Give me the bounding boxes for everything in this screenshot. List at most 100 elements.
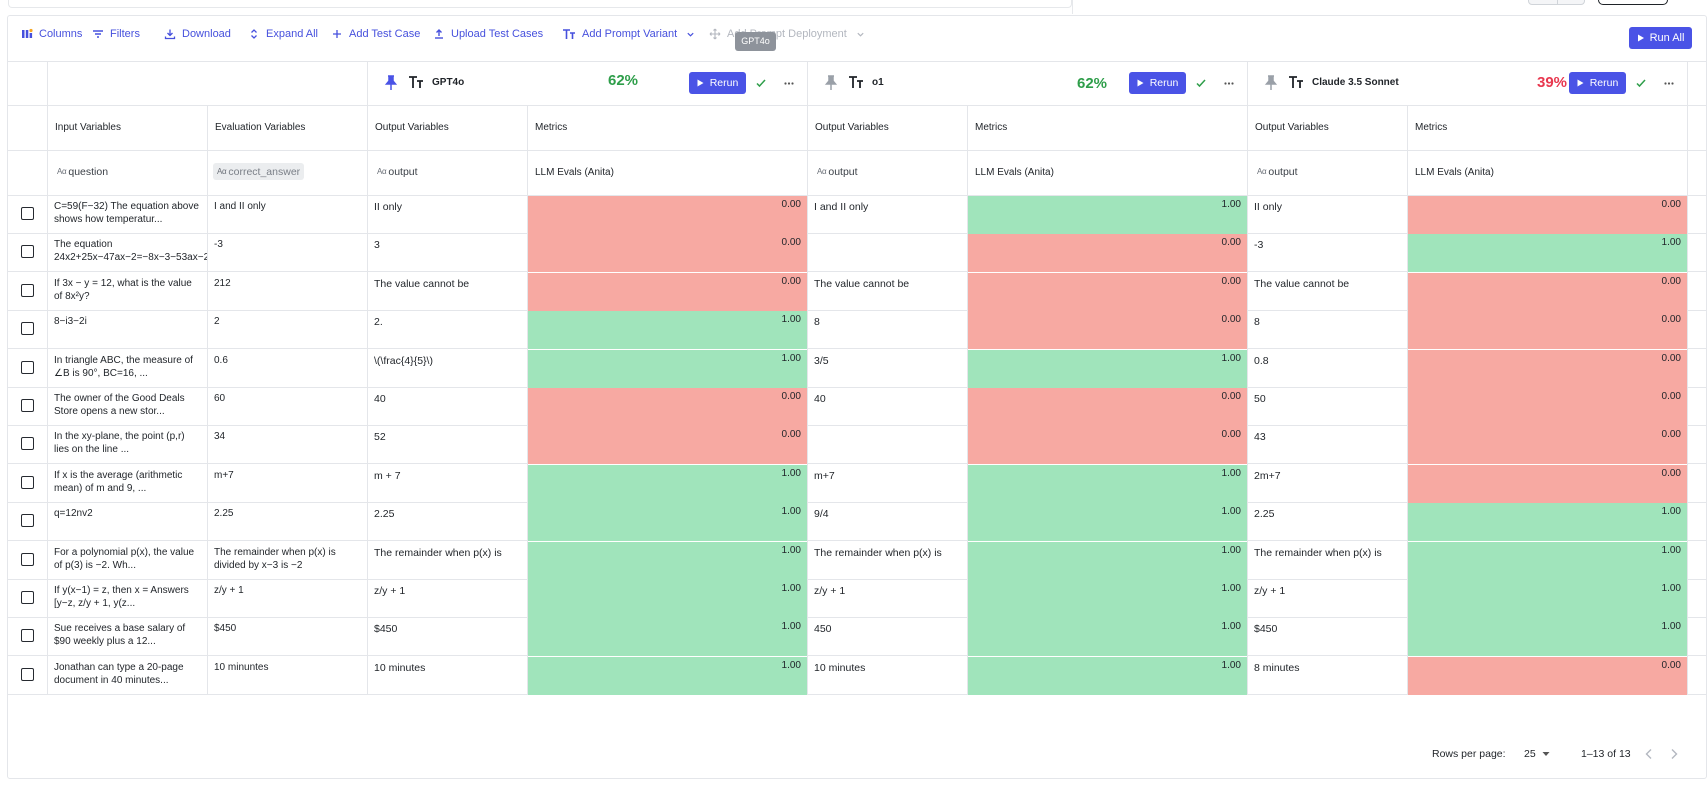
output-cell: 10 minutes [374,661,426,674]
pin-icon[interactable] [824,75,838,91]
metric-score-cell: 1.00 [1408,618,1687,657]
col-divider [1687,61,1688,695]
run-all-button[interactable]: Run All [1629,27,1692,49]
output-cell: -3 [1254,239,1264,252]
chevron-down-icon [857,32,864,37]
metric-score-cell: 0.00 [1408,656,1687,695]
correct-answer-cell: 10 minuntes [214,661,269,673]
view-toggle[interactable] [1528,0,1585,5]
check-icon[interactable] [755,77,767,89]
metric-score-cell: 1.00 [968,656,1247,695]
rows-per-page-select[interactable]: 25 [1524,748,1550,760]
chip-label: output [388,165,418,178]
metric-score-cell: 1.00 [528,580,807,618]
output-cell [808,234,967,272]
output-cell: 50 [1254,393,1266,405]
output-cell: \(\frac{4}{5}\) [374,354,433,367]
output-cell: I and II only [814,201,869,213]
chip-label: question [68,165,109,178]
table-row: 8−i3−2i 2 2. 1.00 8 0.00 8 0.00 [7,311,1706,350]
row-checkbox[interactable] [21,360,34,374]
expand-all-button[interactable]: Expand All [248,28,318,40]
more-icon[interactable] [784,82,794,85]
rerun-button[interactable]: Rerun [689,72,746,94]
correct-answer-cell: $450 [214,623,237,635]
metric-score-cell: 0.00 [528,272,807,311]
metric-score-cell: 1.00 [528,618,807,657]
pin-icon[interactable] [384,75,398,91]
columns-button[interactable]: Columns [21,28,82,40]
expand-all-label: Expand All [266,28,318,40]
columns-icon [22,28,33,38]
add-prompt-deployment-button[interactable]: Add Prompt Deployment [709,28,865,40]
filter-icon [93,30,103,38]
row-checkbox[interactable] [21,245,34,259]
expand-icon [251,29,257,39]
output-cell: $450 [1254,623,1278,636]
correct-answer-cell: 2.25 [214,508,234,520]
model-header-claude: Claude 3.5 Sonnet 39% Rerun [1247,61,1687,106]
row-divider [7,655,1706,657]
output-variables-header: Output Variables [815,122,889,133]
row-checkbox[interactable] [21,667,34,681]
toolbar: Columns Filters Download Expand All Add … [7,22,1707,54]
table-row: In the xy-plane, the point (p,r) lies on… [7,426,1706,465]
evaluation-variables-header: Evaluation Variables [215,122,306,133]
model-header-o1: o1 62% Rerun [807,61,1247,106]
pagination-range: 1–13 of 13 [1581,748,1631,760]
rerun-label: Rerun [1589,77,1619,89]
row-divider [7,386,1706,388]
metric-score-cell: 1.00 [968,464,1247,503]
check-icon[interactable] [1635,77,1647,89]
top-divider [1072,0,1073,14]
row-checkbox[interactable] [21,437,34,451]
output-cell: II only [374,201,403,213]
output-cell: The value cannot be [1254,277,1350,290]
top-outline-button[interactable] [1598,0,1668,5]
more-icon[interactable] [1224,82,1234,85]
row-checkbox[interactable] [21,207,34,220]
rerun-button[interactable]: Rerun [1569,72,1626,94]
check-icon[interactable] [1195,77,1207,89]
row-checkbox[interactable] [21,591,34,604]
row-checkbox[interactable] [21,514,34,528]
metric-score-cell: 1.00 [968,580,1247,618]
rerun-button[interactable]: Rerun [1129,72,1186,94]
row-checkbox[interactable] [21,629,34,643]
grid-line [7,105,1706,106]
row-checkbox[interactable] [21,283,34,297]
metric-score-cell: 0.00 [1408,311,1687,350]
more-icon[interactable] [1664,82,1674,85]
rows-per-page-label: Rows per page: [1432,748,1506,760]
upload-test-cases-button[interactable]: Upload Test Cases [433,28,543,40]
row-checkbox[interactable] [21,552,34,566]
text-type-glyph: Aα [377,167,387,176]
output-cell [808,426,967,464]
add-test-case-button[interactable]: Add Test Case [331,28,420,40]
col-divider [967,106,968,695]
row-checkbox[interactable] [21,475,34,489]
row-divider [7,463,1706,465]
model-name: Claude 3.5 Sonnet [1312,77,1399,88]
text-type-glyph: Aα [817,167,827,176]
row-checkbox[interactable] [21,322,34,336]
col-divider [1247,61,1248,695]
filters-button[interactable]: Filters [92,28,140,40]
chevron-left-icon[interactable] [1644,748,1654,760]
chevron-right-icon[interactable] [1669,748,1679,760]
correct-answer-cell: 212 [214,277,231,289]
table-row: The equation 24x2+25x−47ax−2=−8x−3−53ax−… [7,234,1706,273]
metric-score-cell: 1.00 [528,349,807,388]
pin-icon[interactable] [1264,75,1278,91]
output-cell: z/y + 1 [814,585,846,597]
download-button[interactable]: Download [164,28,231,40]
plus-icon [333,30,341,38]
metric-name: LLM Evals (Anita) [535,167,614,178]
row-divider [7,540,1706,542]
add-prompt-variant-button[interactable]: Add Prompt Variant [562,28,695,40]
metrics-header: Metrics [535,122,568,133]
row-checkbox[interactable] [21,399,34,412]
play-icon [1577,79,1584,87]
table-row: For a polynomial p(x), the value of p(3)… [7,541,1706,580]
col-divider [1407,106,1408,695]
